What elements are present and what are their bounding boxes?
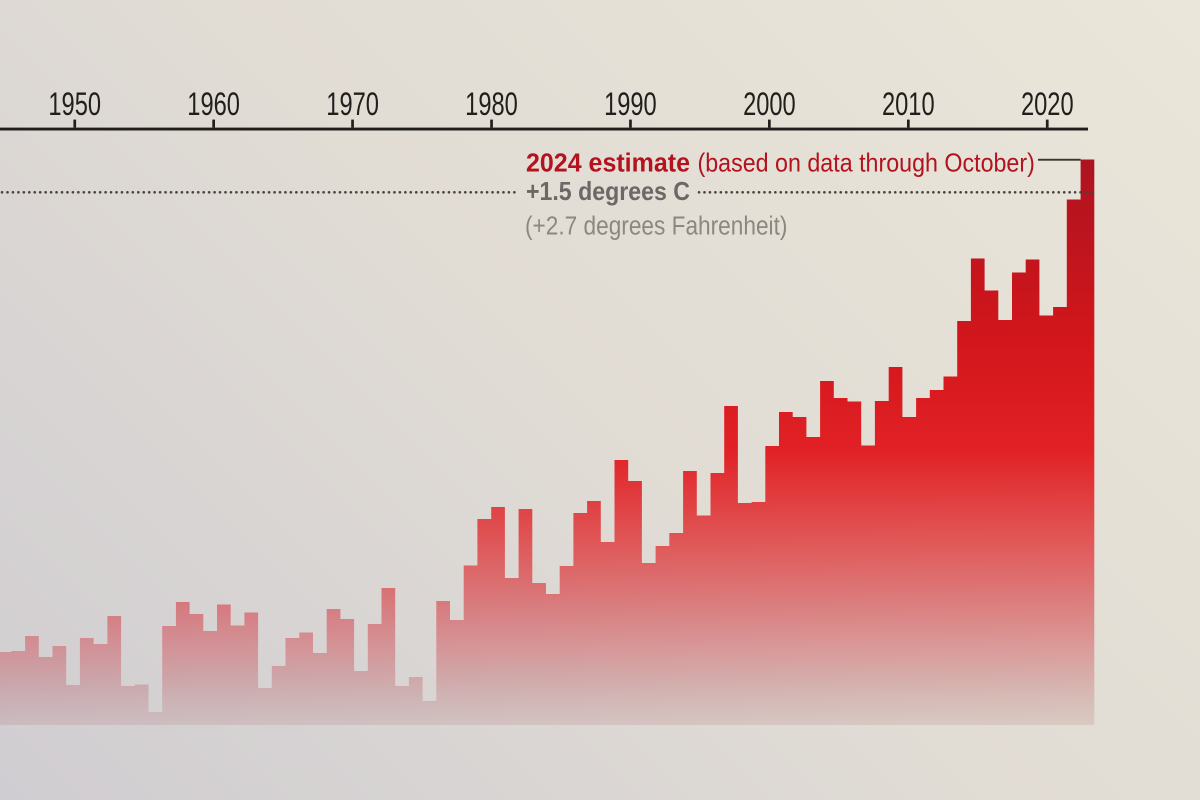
svg-text:(+2.7 degrees Fahrenheit): (+2.7 degrees Fahrenheit)	[525, 212, 787, 241]
svg-text:2024 estimate: 2024 estimate	[526, 149, 690, 178]
svg-text:1980: 1980	[465, 87, 518, 122]
svg-text:1950: 1950	[48, 87, 101, 122]
svg-text:1960: 1960	[187, 87, 240, 122]
svg-text:1970: 1970	[326, 87, 379, 122]
svg-text:2010: 2010	[882, 87, 935, 122]
svg-text:2000: 2000	[743, 87, 796, 122]
svg-text:2020: 2020	[1021, 87, 1074, 122]
svg-text:1990: 1990	[604, 87, 657, 122]
svg-text:+1.5 degrees C: +1.5 degrees C	[526, 178, 690, 207]
svg-text:(based on data through October: (based on data through October)	[698, 149, 1035, 177]
